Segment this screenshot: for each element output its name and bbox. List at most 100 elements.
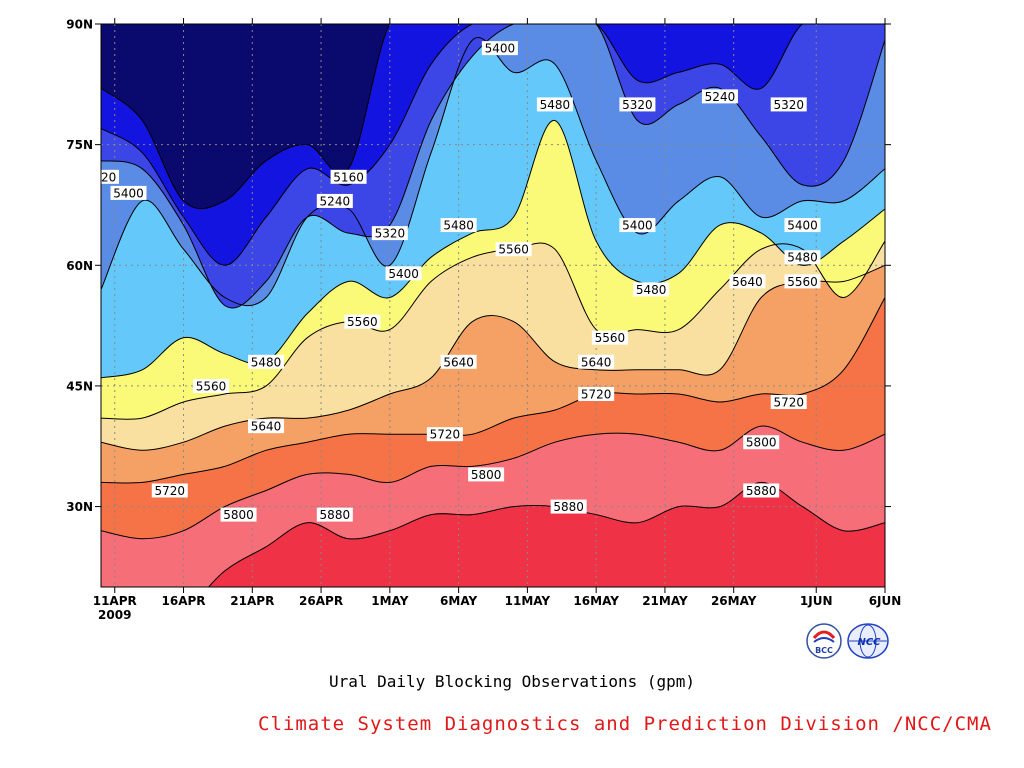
contour-label-5400: 5400 xyxy=(485,42,516,56)
contour-label-5720: 5720 xyxy=(430,428,461,442)
contour-line-5240 xyxy=(101,24,885,266)
x-tick-label: 26APR xyxy=(299,594,343,608)
x-tick-label: 16APR xyxy=(162,594,206,608)
x-tick-label: 11MAY xyxy=(505,594,551,608)
x-tick-label: 6MAY xyxy=(440,594,477,608)
contour-label-5800: 5800 xyxy=(223,508,254,522)
y-tick-label: 75N xyxy=(66,138,93,152)
contour-label-bg-22 xyxy=(770,395,807,410)
contour-label-bg-26 xyxy=(440,354,477,369)
plot-frame xyxy=(100,23,886,588)
contour-label-5320: 5320 xyxy=(773,98,804,112)
x-tick-label: 21MAY xyxy=(642,594,688,608)
contour-label-5560: 5560 xyxy=(347,315,378,329)
contour-label-5720: 5720 xyxy=(154,484,185,498)
contour-label-bg-0 xyxy=(101,169,119,184)
contour-label-bg-33 xyxy=(248,419,285,434)
y-tick-label: 60N xyxy=(66,259,93,273)
contour-label-5800: 5800 xyxy=(746,436,777,450)
contour-label-5560: 5560 xyxy=(196,379,227,393)
contour-lines xyxy=(101,24,885,587)
axes: 11APR 16APR 21APR 26APR 1MAY 6MAY 11MAY 16MAY 21… xyxy=(66,18,901,623)
contour-line-5880 xyxy=(207,481,885,587)
contour-label-5720: 5720 xyxy=(773,396,804,410)
contour-label-bg-18 xyxy=(784,218,821,233)
y-tick-label: 90N xyxy=(66,18,93,32)
contour-label-bg-15 xyxy=(591,330,628,345)
ncc-logo-text: NCC xyxy=(857,637,881,648)
contour-label-5560: 5560 xyxy=(498,243,529,257)
contour-label-5480: 5480 xyxy=(540,98,571,112)
contour-label-bg-31 xyxy=(220,507,257,522)
contour-label-bg-32 xyxy=(151,483,188,498)
contour-label-bg-28 xyxy=(468,467,505,482)
contour-label-bg-14 xyxy=(633,282,670,297)
x-tick-label: 1MAY xyxy=(371,594,408,608)
contour-label-bg-27 xyxy=(426,427,463,442)
fill-band-below-5160 xyxy=(101,24,885,209)
contour-line-5400 xyxy=(101,37,885,307)
bcc-logo-text: BCC xyxy=(815,646,833,655)
contour-label-5400: 5400 xyxy=(622,219,653,233)
x-tick-label: 21APR xyxy=(230,594,274,608)
contour-label-5480: 5480 xyxy=(636,283,667,297)
contour-label-5400: 5400 xyxy=(787,219,818,233)
x-tick-label: 1JUN xyxy=(800,594,833,608)
contour-label-5320: 5320 xyxy=(622,98,653,112)
contour-label-bg-20 xyxy=(784,274,821,289)
contour-label-5640: 5640 xyxy=(443,355,474,369)
contour-label-bg-24 xyxy=(743,483,780,498)
contour-label-5720: 5720 xyxy=(581,387,612,401)
contour-line-5160 xyxy=(101,24,885,210)
contour-label-5240: 5240 xyxy=(320,194,351,208)
chart-title: Ural Daily Blocking Observations (gpm) xyxy=(328,672,696,691)
contour-label-bg-13 xyxy=(619,218,656,233)
contour-label-bg-2 xyxy=(330,169,367,184)
contour-line-5640 xyxy=(101,264,885,451)
grid-lines xyxy=(101,24,885,587)
contour-label-bg-6 xyxy=(481,41,518,56)
x-tick-label: 16MAY xyxy=(573,594,619,608)
contour-label-5640: 5640 xyxy=(732,275,763,289)
contour-label-bg-34 xyxy=(193,378,230,393)
contour-label-bg-11 xyxy=(701,89,738,104)
ncc-logo: NCC xyxy=(847,623,889,659)
contour-label-bg-19 xyxy=(784,250,821,265)
contour-label-bg-12 xyxy=(770,97,807,112)
credit-line: Climate System Diagnostics and Predictio… xyxy=(258,713,992,735)
contour-label-5560: 5560 xyxy=(595,331,626,345)
contour-label-bg-7 xyxy=(440,218,477,233)
contour-label-bg-16 xyxy=(578,354,615,369)
contour-fills xyxy=(101,24,885,587)
y-tick-label: 45N xyxy=(66,379,93,393)
contour-label-bg-23 xyxy=(743,435,780,450)
contour-line-5320 xyxy=(101,24,885,309)
contour-label-bg-30 xyxy=(316,507,353,522)
contour-label-bg-3 xyxy=(316,193,353,208)
contour-label-5560: 5560 xyxy=(787,275,818,289)
contour-line-5720 xyxy=(101,297,885,484)
contour-label-5160: 5160 xyxy=(333,170,364,184)
contour-label-bg-5 xyxy=(385,266,422,281)
contour-line-5800 xyxy=(101,425,885,540)
contour-label-5320: 5320 xyxy=(86,170,117,184)
contour-label-5240: 5240 xyxy=(705,90,736,104)
contour-label-bg-21 xyxy=(729,274,766,289)
contour-label-bg-10 xyxy=(619,97,656,112)
contour-labels: 5320 5400 5160 5240 5320 5400 5400 5480 5560 5480… xyxy=(86,41,821,522)
contour-label-bg-17 xyxy=(578,386,615,401)
contour-label-5640: 5640 xyxy=(581,355,612,369)
contour-label-5400: 5400 xyxy=(113,186,144,200)
contour-label-5640: 5640 xyxy=(251,420,282,434)
contour-label-5480: 5480 xyxy=(443,219,474,233)
contour-label-5480: 5480 xyxy=(251,355,282,369)
contour-label-bg-4 xyxy=(371,226,408,241)
contour-label-5320: 5320 xyxy=(375,227,406,241)
contour-label-bg-8 xyxy=(495,242,532,257)
contour-label-5480: 5480 xyxy=(787,251,818,265)
contour-line-5480 xyxy=(101,120,885,379)
contour-label-5880: 5880 xyxy=(746,484,777,498)
bcc-logo: BCC xyxy=(806,623,842,659)
contour-label-bg-25 xyxy=(344,314,381,329)
contour-label-5880: 5880 xyxy=(553,500,584,514)
